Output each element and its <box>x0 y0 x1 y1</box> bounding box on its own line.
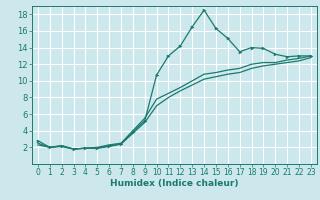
X-axis label: Humidex (Indice chaleur): Humidex (Indice chaleur) <box>110 179 239 188</box>
